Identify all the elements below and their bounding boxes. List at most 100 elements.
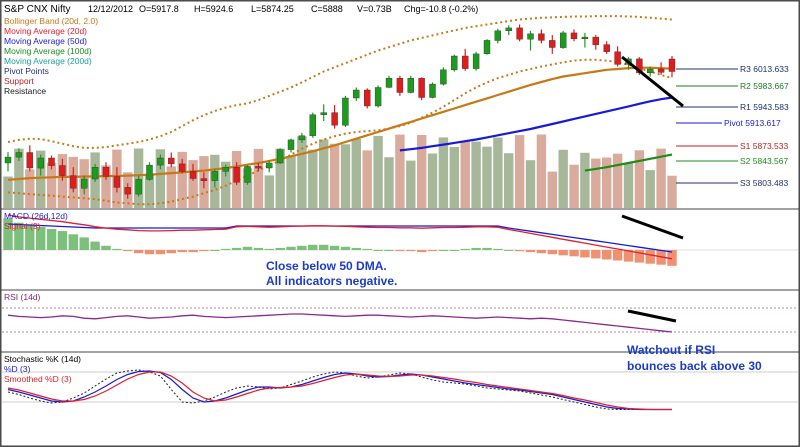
volume-bar — [493, 137, 503, 208]
candle-body — [614, 51, 621, 65]
macd-hist-bar — [57, 231, 68, 250]
candle-body — [374, 87, 382, 107]
volume-bar — [602, 157, 612, 208]
high-label: H=5924.6 — [194, 4, 233, 14]
bollinger-bands — [7, 15, 673, 206]
candle-body — [418, 77, 425, 98]
candle-body — [255, 166, 262, 169]
macd-hist-bar — [449, 250, 459, 251]
macd-hist-bar — [79, 237, 89, 250]
legend-ma20: Moving Average (20d) — [4, 26, 87, 36]
candle-body — [146, 164, 153, 180]
volume-bar — [144, 173, 155, 208]
volume-bar — [308, 149, 318, 208]
stoch-smooth-line — [7, 371, 672, 411]
volume-bar — [46, 162, 57, 208]
macd-hist-bar — [308, 244, 318, 251]
pivot-label-r3: R3 6013.633 — [740, 64, 789, 74]
volume-bar — [536, 134, 547, 208]
candle-body — [570, 32, 578, 40]
volume-bar — [645, 170, 655, 208]
macd-hist-bar — [373, 250, 383, 251]
ma20-line — [7, 66, 673, 181]
candle-body — [505, 27, 512, 31]
legend-rsi: RSI (14d) — [4, 292, 41, 302]
volume-bar — [340, 144, 351, 208]
candle-body — [48, 157, 55, 166]
volume-bar — [319, 139, 329, 208]
candle-body — [70, 175, 77, 189]
macd-hist-bar — [199, 250, 209, 252]
candle-body — [407, 77, 414, 93]
macd-annotation-line2: All indicators negative. — [266, 274, 397, 288]
candle-body — [59, 165, 66, 176]
volume-bar — [395, 134, 405, 208]
volume-bar — [634, 150, 645, 208]
macd-hist-bar — [231, 247, 242, 250]
volume-bar — [471, 141, 481, 208]
bollinger-lower-line — [7, 58, 673, 206]
candle-body — [451, 55, 458, 71]
macd-hist-bar — [264, 248, 274, 250]
macd-hist-bar — [612, 250, 623, 261]
macd-hist-bar — [112, 248, 122, 250]
pivot-label-pivot: Pivot 5913.617 — [724, 118, 781, 128]
macd-hist-bar — [319, 244, 329, 251]
candle-body — [440, 69, 447, 85]
candle-body — [364, 89, 371, 107]
trend-line-rsi — [627, 309, 677, 323]
macd-hist-bar — [667, 250, 677, 266]
legend-ma100: Moving Average (100d) — [4, 46, 92, 56]
macd-hist-bar — [144, 250, 155, 255]
volume-bar — [417, 135, 427, 208]
change-label: Chg=-10.8 (-0.2%) — [404, 4, 478, 14]
macd-hist-bar — [340, 246, 351, 250]
macd-hist-bar — [155, 250, 166, 255]
pivot-label-s3: S3 5803.483 — [740, 178, 788, 188]
volume-bar — [427, 153, 438, 208]
volume-bar — [438, 137, 449, 208]
macd-hist-bar — [569, 250, 579, 257]
volume-bar — [460, 141, 470, 208]
candle-body — [113, 176, 121, 188]
candle-body — [320, 112, 327, 115]
candle-body — [581, 36, 589, 39]
candle-body — [603, 44, 610, 52]
pivot-label-s2: S2 5843.567 — [740, 156, 788, 166]
volume-bar — [667, 175, 677, 208]
volume-bar — [580, 152, 590, 208]
legend-signal: Signal (9) — [4, 221, 41, 231]
macd-hist-bar — [514, 250, 525, 252]
candle-body — [342, 97, 349, 126]
volume-bar — [504, 153, 514, 208]
volume-label: V=0.73B — [357, 4, 392, 14]
macd-hist-bar — [427, 250, 438, 252]
candle-body — [276, 149, 284, 164]
volume-bar — [384, 157, 394, 208]
candle-body — [647, 68, 654, 73]
volume-bar — [101, 165, 111, 208]
macd-hist-bar — [36, 226, 46, 250]
candle-body — [189, 171, 197, 179]
macd-hist-bar — [123, 250, 133, 252]
candle-body — [157, 157, 164, 166]
candle-body — [4, 156, 12, 164]
volume-bar — [449, 147, 459, 208]
macd-hist-bar — [242, 246, 253, 250]
legend-stoch-k: Stochastic %K (14d) — [4, 354, 81, 364]
candle-body — [37, 157, 44, 169]
macd-hist-bar — [101, 245, 111, 250]
macd-hist-bar — [221, 248, 231, 250]
macd-hist-bar — [493, 248, 503, 250]
pivot-label-r1: R1 5943.583 — [740, 102, 789, 112]
candle-body — [396, 77, 404, 93]
ma100-line — [584, 153, 673, 172]
stochastic-lines — [2, 369, 798, 411]
volume-bar — [558, 149, 568, 208]
volume-bar — [656, 148, 666, 208]
candle-body — [168, 157, 175, 165]
candle-body — [15, 152, 23, 158]
macd-hist-bar — [188, 250, 198, 253]
candle-body — [668, 58, 676, 72]
candle-body — [592, 36, 599, 45]
